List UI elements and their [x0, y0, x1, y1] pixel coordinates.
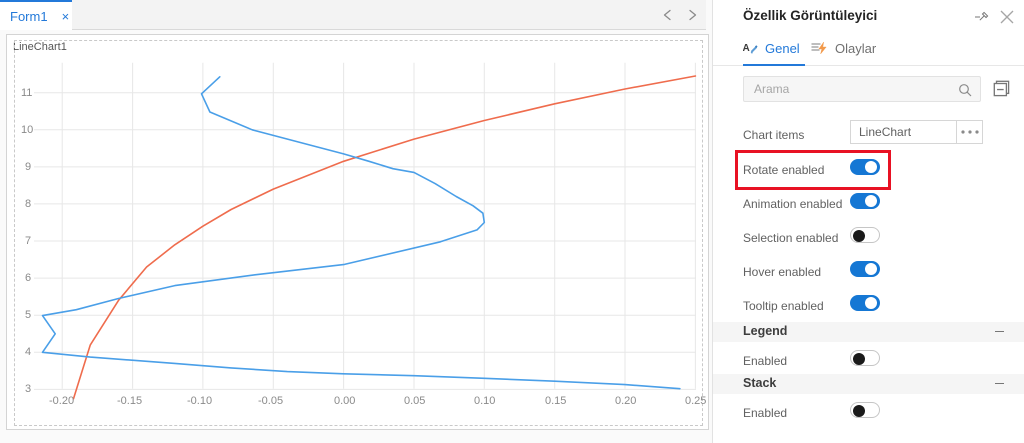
svg-text:A: A: [743, 43, 750, 54]
